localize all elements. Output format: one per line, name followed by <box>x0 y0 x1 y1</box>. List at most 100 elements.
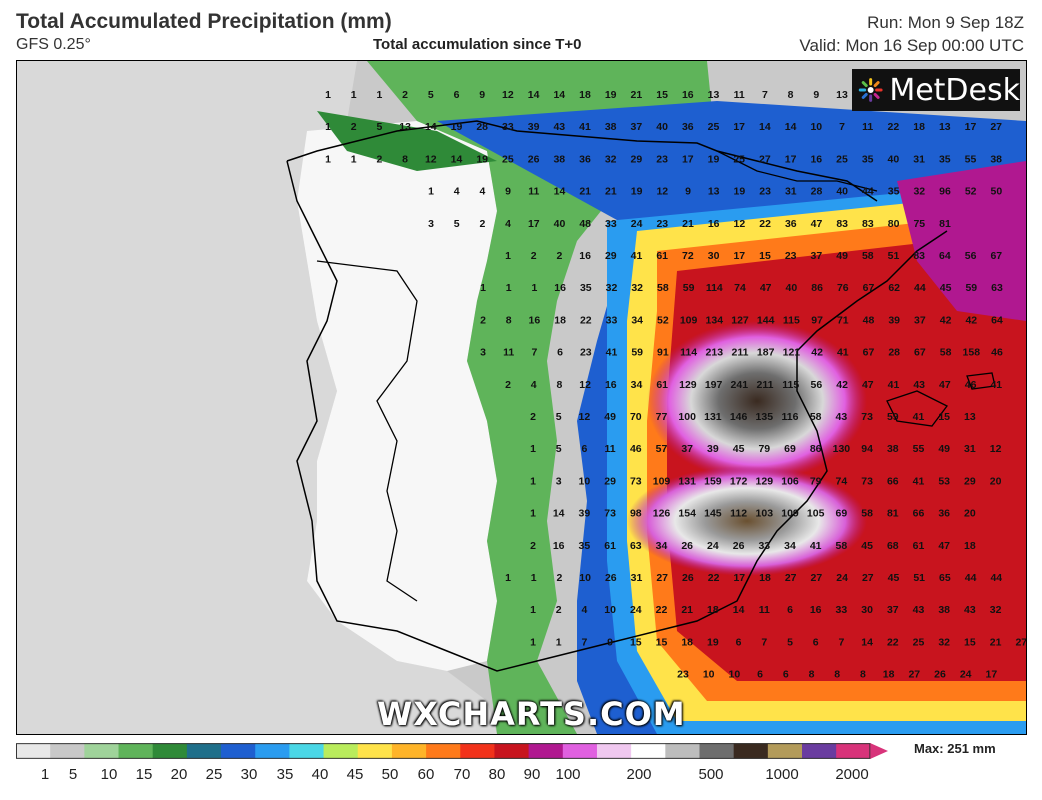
precip-value: 58 <box>861 508 873 520</box>
precip-value: 37 <box>631 121 643 133</box>
precip-value: 45 <box>733 443 745 455</box>
precip-value: 14 <box>785 121 797 133</box>
precip-value: 26 <box>681 540 693 552</box>
precip-value: 51 <box>913 572 925 584</box>
legend-swatch <box>426 743 461 759</box>
metdesk-logo: MetDesk <box>852 69 1020 111</box>
precip-value: 7 <box>531 347 537 359</box>
legend-swatch <box>323 743 359 759</box>
precip-value: 53 <box>938 475 950 487</box>
precip-value: 29 <box>631 153 643 165</box>
precip-value: 26 <box>605 572 617 584</box>
precip-value: 115 <box>783 314 800 326</box>
precip-value: 15 <box>656 89 668 101</box>
precip-value: 41 <box>913 411 925 423</box>
precip-value: 41 <box>837 347 849 359</box>
precip-value: 5 <box>376 121 382 133</box>
precip-value: 9 <box>685 186 691 198</box>
precip-value: 38 <box>553 153 565 165</box>
legend-label: 1 <box>40 766 50 783</box>
precip-value: 26 <box>733 540 745 552</box>
precip-value: 103 <box>756 508 774 520</box>
precip-value: 23 <box>677 669 689 681</box>
precip-value: 14 <box>425 121 437 133</box>
precip-value: 11 <box>503 347 514 359</box>
precip-value: 66 <box>913 508 925 520</box>
precip-value: 14 <box>554 186 566 198</box>
legend-swatch <box>528 743 564 759</box>
precip-value: 31 <box>913 153 925 165</box>
precip-value: 24 <box>630 604 642 616</box>
precip-value: 23 <box>759 186 771 198</box>
core-valencia <box>647 321 867 481</box>
precip-value: 241 <box>731 379 749 391</box>
precip-value: 43 <box>913 604 925 616</box>
precip-value: 10 <box>810 121 822 133</box>
precip-value: 59 <box>683 282 695 294</box>
precip-value: 83 <box>913 250 925 262</box>
precip-value: 21 <box>681 604 693 616</box>
precip-value: 22 <box>580 314 592 326</box>
precip-value: 40 <box>786 282 798 294</box>
precip-value: 14 <box>759 121 771 133</box>
precip-value: 47 <box>939 379 951 391</box>
legend-label: 15 <box>135 766 153 783</box>
precip-value: 28 <box>476 121 488 133</box>
precip-value: 37 <box>681 443 693 455</box>
legend-label: 45 <box>346 766 364 783</box>
precip-value: 33 <box>836 604 848 616</box>
precip-value: 39 <box>579 508 591 520</box>
precip-value: 19 <box>734 186 746 198</box>
precip-value: 213 <box>706 347 724 359</box>
precip-value: 25 <box>836 153 848 165</box>
precip-value: 39 <box>707 443 719 455</box>
precip-value: 6 <box>757 669 763 681</box>
legend-swatch <box>494 743 530 759</box>
precip-value: 3 <box>428 218 434 230</box>
precip-value: 1 <box>351 153 357 165</box>
precip-value: 15 <box>964 636 976 648</box>
precip-value: 127 <box>731 314 749 326</box>
precip-value: 36 <box>785 218 797 230</box>
precip-value: 9 <box>505 186 511 198</box>
precip-value: 7 <box>761 636 767 648</box>
precip-value: 79 <box>758 443 770 455</box>
precip-value: 25 <box>502 153 514 165</box>
precip-value: 25 <box>913 636 925 648</box>
legend-label: 40 <box>311 766 329 783</box>
precip-value: 52 <box>965 186 977 198</box>
precip-value: 19 <box>707 636 719 648</box>
precip-value: 6 <box>787 604 793 616</box>
legend-swatches <box>16 743 871 759</box>
legend-label: 80 <box>488 766 506 783</box>
precip-value: 1 <box>505 250 511 262</box>
legend-swatch <box>665 743 700 759</box>
precip-value: 12 <box>502 89 514 101</box>
precip-value: 159 <box>704 475 722 487</box>
precip-value: 4 <box>505 218 511 230</box>
precip-value: 4 <box>454 186 460 198</box>
legend-swatch <box>221 743 256 759</box>
precip-value: 211 <box>757 379 774 391</box>
precip-value: 1 <box>531 282 537 294</box>
precip-value: 27 <box>656 572 668 584</box>
precip-value: 1 <box>530 636 536 648</box>
precip-value: 1 <box>530 475 536 487</box>
precip-value: 83 <box>836 218 848 230</box>
precip-value: 30 <box>861 604 873 616</box>
precip-value: 31 <box>631 572 643 584</box>
precip-value: 17 <box>733 250 745 262</box>
precip-value: 61 <box>656 250 668 262</box>
precip-value: 80 <box>888 218 900 230</box>
precip-value: 33 <box>605 218 617 230</box>
precip-value: 6 <box>581 443 587 455</box>
precip-value: 1 <box>325 89 331 101</box>
precip-value: 106 <box>781 475 799 487</box>
precip-value: 34 <box>784 540 796 552</box>
precip-value: 34 <box>631 379 643 391</box>
precip-value: 12 <box>579 379 591 391</box>
precip-value: 8 <box>809 669 815 681</box>
precip-value: 22 <box>887 636 899 648</box>
legend-swatch <box>255 743 290 759</box>
legend-label: 2000 <box>835 766 869 783</box>
